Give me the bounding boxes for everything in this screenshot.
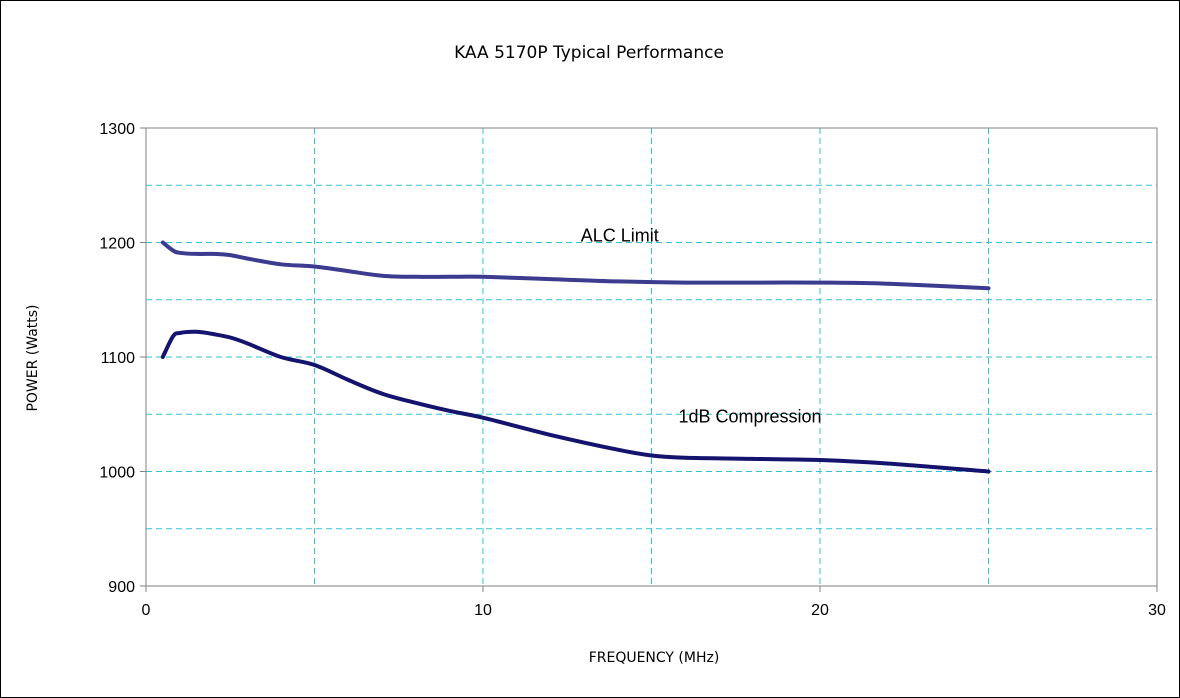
x-tick-label: 10 [474,602,492,619]
y-tick-label: 900 [108,579,135,596]
x-tick-label: 0 [142,602,151,619]
alc-limit-line [160,240,991,291]
grid-lines [146,128,1157,586]
compression-line [160,329,991,474]
alc-limit-label: ALC Limit [581,225,659,245]
x-tick-label: 20 [811,602,829,619]
compression-label: 1dB Compression [678,406,821,426]
y-tick-label: 1000 [99,465,135,482]
x-axis-title: FREQUENCY (MHz) [589,650,720,666]
annotations: ALC Limit 1dB Compression [581,225,822,426]
axis-ticks: 0 10 20 30 900 1000 1100 1200 1300 [99,121,1166,619]
y-tick-label: 1100 [101,350,136,367]
series-group [160,240,991,474]
y-tick-label: 1200 [99,236,135,253]
y-axis-title: POWER (Watts) [25,304,41,411]
x-tick-label: 30 [1148,602,1166,619]
y-tick-label: 1300 [99,121,135,138]
chart-title: KAA 5170P Typical Performance [454,43,724,63]
